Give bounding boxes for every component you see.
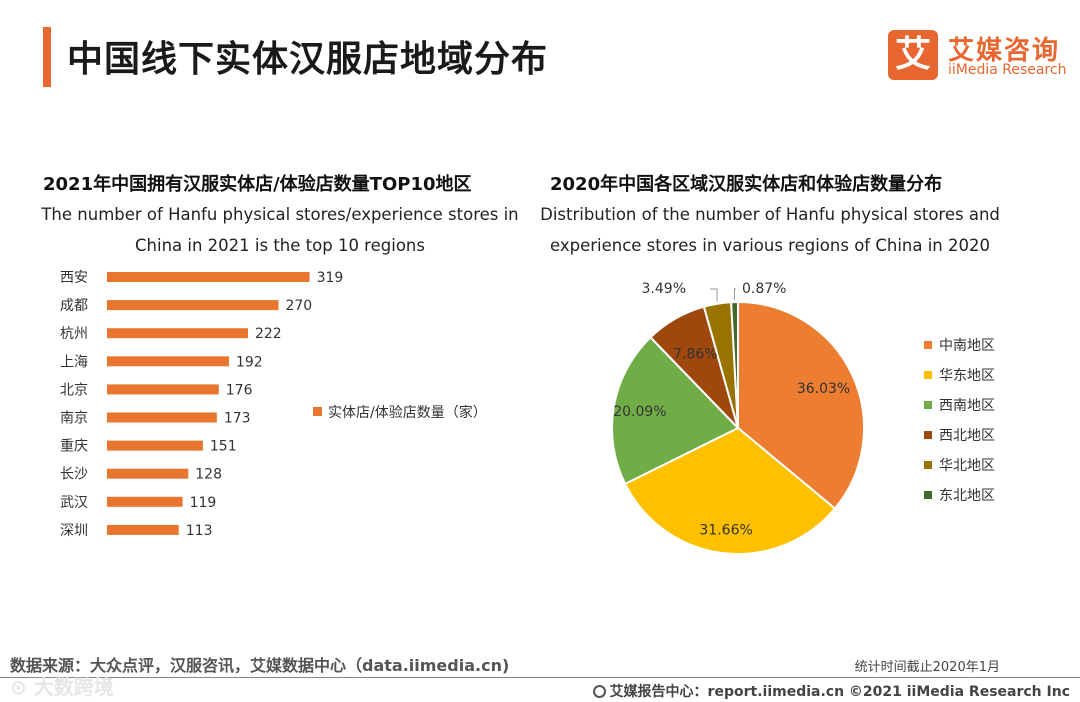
pie-slice (730, 300, 739, 429)
bar-category-label: 重庆 (60, 439, 88, 455)
footer-site-text: 艾媒报告中心：report.iimedia.cn ©2021 iiMedia R… (609, 684, 1070, 700)
bar-value-label: 176 (226, 382, 253, 398)
pie-legend-label: 华东地区 (939, 368, 995, 384)
pie-legend-label: 西北地区 (939, 428, 995, 444)
pie-legend-swatch (924, 401, 932, 409)
bar (107, 412, 217, 423)
bar-value-label: 113 (186, 523, 213, 539)
bar-value-label: 119 (190, 495, 217, 511)
pie-legend-swatch (924, 371, 932, 379)
footer-divider (0, 677, 1080, 678)
bar-value-label: 173 (224, 411, 251, 427)
bar-category-label: 北京 (60, 382, 88, 398)
bar (107, 272, 310, 282)
pie-legend-swatch (924, 341, 932, 349)
bar-category-label: 杭州 (60, 326, 88, 342)
iimedia-logo: 艾 艾媒咨询 iiMedia Research (888, 30, 1068, 85)
pie-legend-swatch (924, 431, 932, 439)
bar (107, 356, 229, 367)
pie-legend-swatch (924, 491, 932, 499)
pie-value-label: 3.49% (642, 281, 686, 297)
globe-icon (592, 685, 606, 698)
bar (107, 300, 279, 311)
pie-slice (737, 300, 865, 510)
pie-chart-subtitle-line1: Distribution of the number of Hanfu phys… (540, 205, 1000, 224)
bar-chart-title: 2021年中国拥有汉服实体店/体验店数量TOP10地区 (43, 174, 472, 195)
bar-value-label: 222 (255, 326, 282, 342)
pie-leader-line (710, 288, 718, 302)
pie-legend-label: 西南地区 (939, 398, 995, 414)
bar-chart-subtitle-line1: The number of Hanfu physical stores/expe… (41, 205, 519, 224)
footer-site: 艾媒报告中心：report.iimedia.cn ©2021 iiMedia R… (592, 681, 1070, 701)
pie-chart-subtitle-line2: experience stores in various regions of … (549, 236, 991, 255)
title-accent-bar (43, 27, 51, 87)
bar-legend-swatch (313, 407, 322, 416)
bar-legend-label: 实体店/体验店数量（家） (328, 404, 487, 421)
pie-leader-line (734, 288, 736, 300)
bar-category-label: 深圳 (60, 523, 88, 539)
bar-value-label: 270 (285, 298, 312, 314)
bar-category-label: 上海 (60, 354, 88, 370)
logo-chinese-name: 艾媒咨询 (948, 36, 1061, 66)
bar (107, 440, 203, 451)
pie-legend-swatch (924, 461, 932, 469)
bar (107, 496, 183, 507)
pie-slice (611, 335, 740, 486)
logo-english-name: iiMedia Research (948, 62, 1067, 78)
bar (107, 384, 219, 395)
bar (107, 328, 248, 339)
pie-chart-title: 2020年中国各区域汉服实体店和体验店数量分布 (550, 174, 943, 195)
bar-value-label: 192 (236, 354, 263, 370)
logo-mark-icon: 艾 (888, 30, 938, 80)
data-source: 数据来源：大众点评，汉服咨讯，艾媒数据中心（data.iimedia.cn) (10, 656, 510, 675)
bar-category-label: 南京 (60, 411, 88, 427)
bar-chart-subtitle: The number of Hanfu physical stores/expe… (30, 199, 530, 261)
date-note: 统计时间截止2020年1月 (854, 660, 1000, 675)
bar (107, 524, 179, 535)
pie-value-label: 20.09% (613, 404, 666, 420)
pie-legend-label: 东北地区 (939, 488, 995, 504)
bar-value-label: 128 (195, 467, 222, 483)
bar (107, 468, 189, 479)
bar-category-label: 成都 (60, 298, 88, 314)
pie-legend-label: 中南地区 (939, 338, 995, 354)
pie-slice (623, 426, 837, 555)
pie-value-label: 36.03% (797, 381, 850, 397)
pie-value-label: 31.66% (699, 522, 752, 538)
pie-legend-label: 华北地区 (939, 458, 995, 474)
bar-value-label: 151 (210, 439, 237, 455)
page-title: 中国线下实体汉服店地域分布 (67, 39, 549, 80)
bar-value-label: 319 (317, 270, 344, 286)
bar-chart-subtitle-line2: China in 2021 is the top 10 regions (135, 236, 425, 255)
pie-value-label: 0.87% (742, 281, 786, 297)
pie-chart-subtitle: Distribution of the number of Hanfu phys… (530, 199, 1010, 261)
bar-category-label: 武汉 (60, 495, 88, 511)
bar-category-label: 西安 (60, 270, 88, 286)
watermark: ⊙ 大数跨境 (10, 675, 114, 699)
bar-category-label: 长沙 (60, 467, 88, 483)
pie-value-label: 7.86% (673, 347, 717, 363)
